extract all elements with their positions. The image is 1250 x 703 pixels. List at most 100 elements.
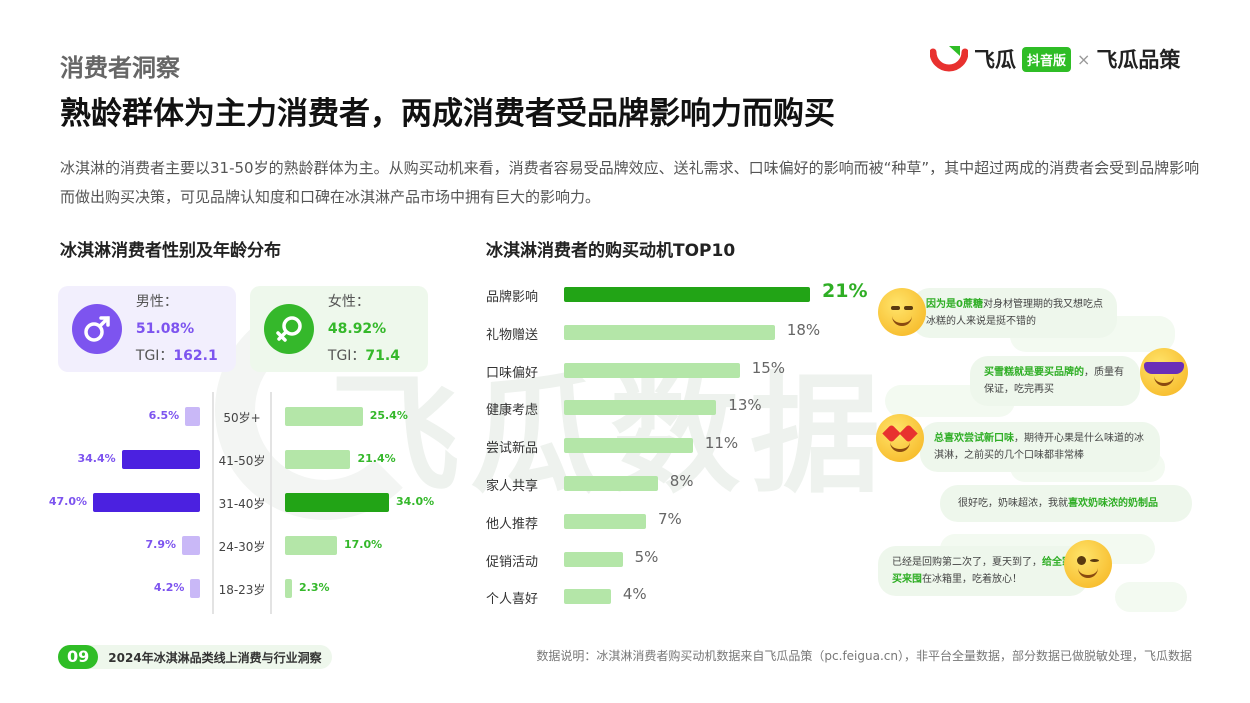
motive-row: 口味偏好 15%: [486, 358, 886, 382]
male-age-value: 34.4%: [77, 452, 116, 465]
motive-bar: [564, 287, 810, 302]
motive-label: 家人共享: [486, 479, 539, 494]
age-divider-left: [212, 392, 214, 614]
comment-highlight: 因为是0蔗糖: [926, 299, 983, 310]
age-chart-title: 冰淇淋消费者性别及年龄分布: [60, 241, 281, 261]
male-age-value: 47.0%: [48, 495, 87, 508]
age-group-label: 41-50岁: [218, 454, 266, 468]
feigua-logo-icon: [929, 44, 969, 74]
comment-shadow: [1115, 582, 1187, 612]
male-share: 51.08%: [135, 320, 195, 337]
motive-row: 尝试新品 11%: [486, 433, 886, 457]
motive-value: 8%: [669, 472, 694, 490]
female-age-value: 21.4%: [357, 452, 396, 465]
motive-row: 品牌影响 21%: [486, 280, 886, 306]
laughing-emoji-icon: [878, 288, 926, 336]
motive-value: 18%: [786, 320, 821, 339]
motive-row: 礼物赠送 18%: [486, 320, 886, 344]
comment-highlight: 喜欢奶味浓的奶制品: [1068, 498, 1158, 509]
description: 冰淇淋的消费者主要以31-50岁的熟龄群体为主。从购买动机来看，消费者容易受品牌…: [60, 159, 1200, 206]
motive-bar: [564, 476, 658, 491]
data-note: 数据说明：冰淇淋消费者购买动机数据来自飞瓜品策（pc.feigua.cn），非平…: [536, 649, 1192, 663]
motive-bar: [564, 400, 717, 416]
logo-separator: ×: [1077, 49, 1091, 69]
male-age-bar: [121, 450, 200, 469]
motive-label: 他人推荐: [486, 516, 539, 532]
motive-value: 11%: [704, 434, 739, 453]
comment-bubble: 已经是回购第二次了，夏天到了，给全家买来囤在冰箱里，吃着放心！: [878, 546, 1088, 596]
motive-value: 4%: [622, 585, 647, 604]
motive-value: 7%: [658, 509, 682, 528]
female-age-bar: [285, 493, 389, 512]
male-symbol-icon: [72, 304, 122, 354]
female-age-bar: [285, 579, 293, 598]
male-age-bar: [185, 407, 200, 426]
report-title: 2024年冰淇淋品类线上消费与行业洞察: [108, 650, 322, 665]
wink-emoji-icon: [1064, 540, 1112, 588]
footer-badge: 09 2024年冰淇淋品类线上消费与行业洞察: [58, 645, 332, 669]
motive-label: 品牌影响: [486, 290, 539, 305]
male-age-value: 4.2%: [153, 581, 185, 594]
age-row: 6.5% 50岁+ 25.4%: [0, 404, 450, 428]
section-label: 消费者洞察: [60, 54, 180, 82]
motive-bar: [564, 362, 740, 378]
motive-bar: [564, 438, 693, 454]
page-number: 09: [58, 645, 99, 669]
female-age-bar: [285, 536, 337, 555]
comment-bubble: 买雪糕就是要买品牌的，质量有保证，吃完再买: [970, 356, 1140, 406]
female-age-value: 2.3%: [299, 581, 330, 594]
male-age-bar: [93, 493, 200, 512]
comment-text: 在冰箱里，吃着放心！: [922, 574, 1022, 585]
comment-text: 已经是回购第二次了，夏天到了，: [892, 557, 1042, 568]
motive-label: 健康考虑: [486, 403, 539, 419]
logo-badge: 抖音版: [1022, 46, 1072, 72]
comment-highlight: 买雪糕就是要买品牌的: [984, 367, 1084, 378]
age-row: 7.9% 24-30岁 17.0%: [0, 533, 450, 557]
motive-value: 13%: [728, 396, 762, 415]
logo: 飞瓜 抖音版 × 飞瓜品策: [929, 44, 1181, 74]
female-age-value: 34.0%: [396, 495, 435, 508]
motive-label: 促销活动: [486, 554, 539, 570]
motive-label: 礼物赠送: [486, 327, 539, 343]
male-age-value: 6.5%: [148, 409, 180, 422]
male-label: 男性：: [135, 293, 178, 310]
female-age-bar: [285, 450, 351, 469]
age-row: 34.4% 41-50岁 21.4%: [0, 447, 450, 471]
motive-label: 口味偏好: [486, 365, 539, 381]
motive-row: 个人喜好 4%: [486, 584, 886, 608]
female-label: 女性：: [327, 293, 370, 310]
comment-text: ，期待开心果是什么味道的冰淇淋，之前买的几个口味都非常棒: [934, 433, 1144, 461]
heart-eyes-emoji-icon: [876, 414, 924, 462]
age-group-label: 50岁+: [223, 411, 261, 425]
motive-bar: [564, 589, 611, 605]
age-divider-right: [270, 392, 272, 614]
comment-text: 对身材管理期的我又想吃点冰糕的人来说是挺不错的: [926, 299, 1103, 327]
male-age-value: 7.9%: [145, 538, 176, 551]
female-card: 女性： 48.92% TGI：71.4: [250, 286, 428, 372]
female-tgi-label: TGI：: [327, 347, 366, 364]
age-group-label: 18-23岁: [218, 583, 266, 597]
logo-brand: 飞瓜: [974, 48, 1016, 72]
comment-text: 很好吃，奶味超浓，我就: [958, 498, 1068, 509]
female-symbol-icon: [264, 304, 314, 354]
female-share: 48.92%: [327, 320, 387, 337]
male-tgi-label: TGI：: [135, 347, 174, 364]
comment-bubble: 很好吃，奶味超浓，我就喜欢奶味浓的奶制品: [940, 485, 1192, 522]
sunglasses-emoji-icon: [1140, 348, 1188, 396]
male-age-bar: [190, 579, 200, 598]
motive-row: 健康考虑 13%: [486, 395, 886, 419]
male-card: 男性： 51.08% TGI：162.1: [58, 286, 236, 372]
motive-row: 促销活动 5%: [486, 547, 886, 571]
female-tgi: 71.4: [365, 347, 400, 364]
motive-label: 个人喜好: [486, 592, 539, 608]
motive-row: 他人推荐 7%: [486, 509, 886, 533]
motive-bar: [564, 324, 775, 340]
female-age-value: 17.0%: [344, 538, 383, 551]
logo-partner: 飞瓜品策: [1096, 48, 1181, 72]
motive-bar: [564, 513, 646, 529]
age-row: 4.2% 18-23岁 2.3%: [0, 576, 450, 600]
comment-bubble: 因为是0蔗糖对身材管理期的我又想吃点冰糕的人来说是挺不错的: [912, 288, 1117, 338]
motive-value: 15%: [751, 358, 786, 377]
age-group-label: 24-30岁: [218, 540, 266, 554]
age-row: 47.0% 31-40岁 34.0%: [0, 490, 450, 514]
